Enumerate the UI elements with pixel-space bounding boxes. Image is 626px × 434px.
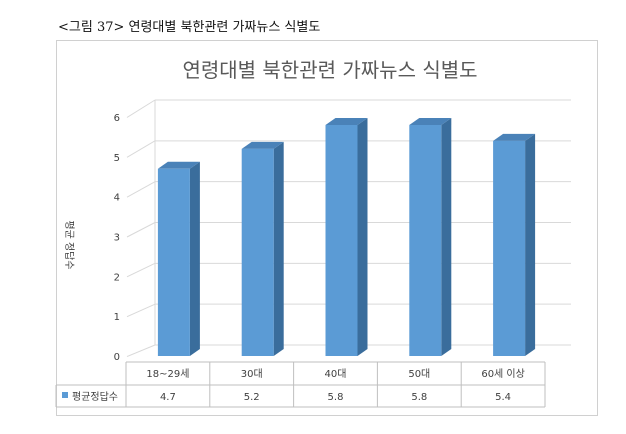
y-tick-label: 0 [114,352,120,363]
bar-top [325,117,368,125]
bar-side [273,141,284,356]
gridline-side [126,262,156,278]
data-label: 5.8 [328,392,344,403]
bar-top [493,133,536,141]
bar-front [493,140,526,356]
bar [325,117,368,356]
bar-front [409,124,442,356]
data-label: 5.2 [244,392,260,403]
bar-side [357,117,368,356]
bars [157,117,536,356]
data-label: 5.4 [495,392,511,403]
y-tick-label: 4 [114,193,120,204]
x-tick-label: 30대 [241,368,263,380]
data-label: 4.7 [160,392,176,403]
legend-entry: 평균정답수 [72,391,118,403]
bar-side [525,133,536,356]
bar [241,141,284,356]
bar-top [409,117,452,125]
x-tick-label: 40대 [325,368,347,380]
bar-front [241,148,274,356]
y-tick-label: 5 [114,153,120,164]
gridline-side [126,303,156,318]
y-tick-label: 2 [114,272,120,283]
x-tick-label: 18~29세 [146,368,189,380]
gridline-side [126,222,156,238]
y-axis-label: 평균 정답수 [63,220,75,269]
bar [157,161,200,356]
x-tick-label: 50대 [408,368,430,380]
legend-swatch [62,392,68,398]
gridline-side [126,181,156,198]
y-axis-ticks: 0 1 2 3 4 5 6 [114,113,120,363]
bar-front [157,168,190,356]
y-tick-label: 6 [114,113,120,124]
bar-top [157,161,200,169]
bar-top [241,141,284,149]
data-table: 18~29세 4.7 30대 5.2 40대 5.8 50대 5.8 60세 이상 5.4 평균정답… [55,361,546,408]
bar-side [441,117,452,356]
figure-caption: <그림 37> 연령대별 북한관련 가짜뉴스 식별도 [58,20,321,35]
x-tick-label: 60세 이상 [481,368,525,380]
data-label: 5.8 [411,392,427,403]
gridline-side [126,140,156,158]
bar [493,133,536,356]
y-tick-label: 3 [114,233,120,244]
y-tick-label: 1 [114,312,120,323]
gridline-side [126,344,156,357]
chart-title: 연령대별 북한관련 가짜뉴스 식별도 [182,58,477,82]
bar [409,117,452,356]
gridline-side [126,99,156,118]
bar-front [325,124,358,356]
bar-side [189,161,200,356]
